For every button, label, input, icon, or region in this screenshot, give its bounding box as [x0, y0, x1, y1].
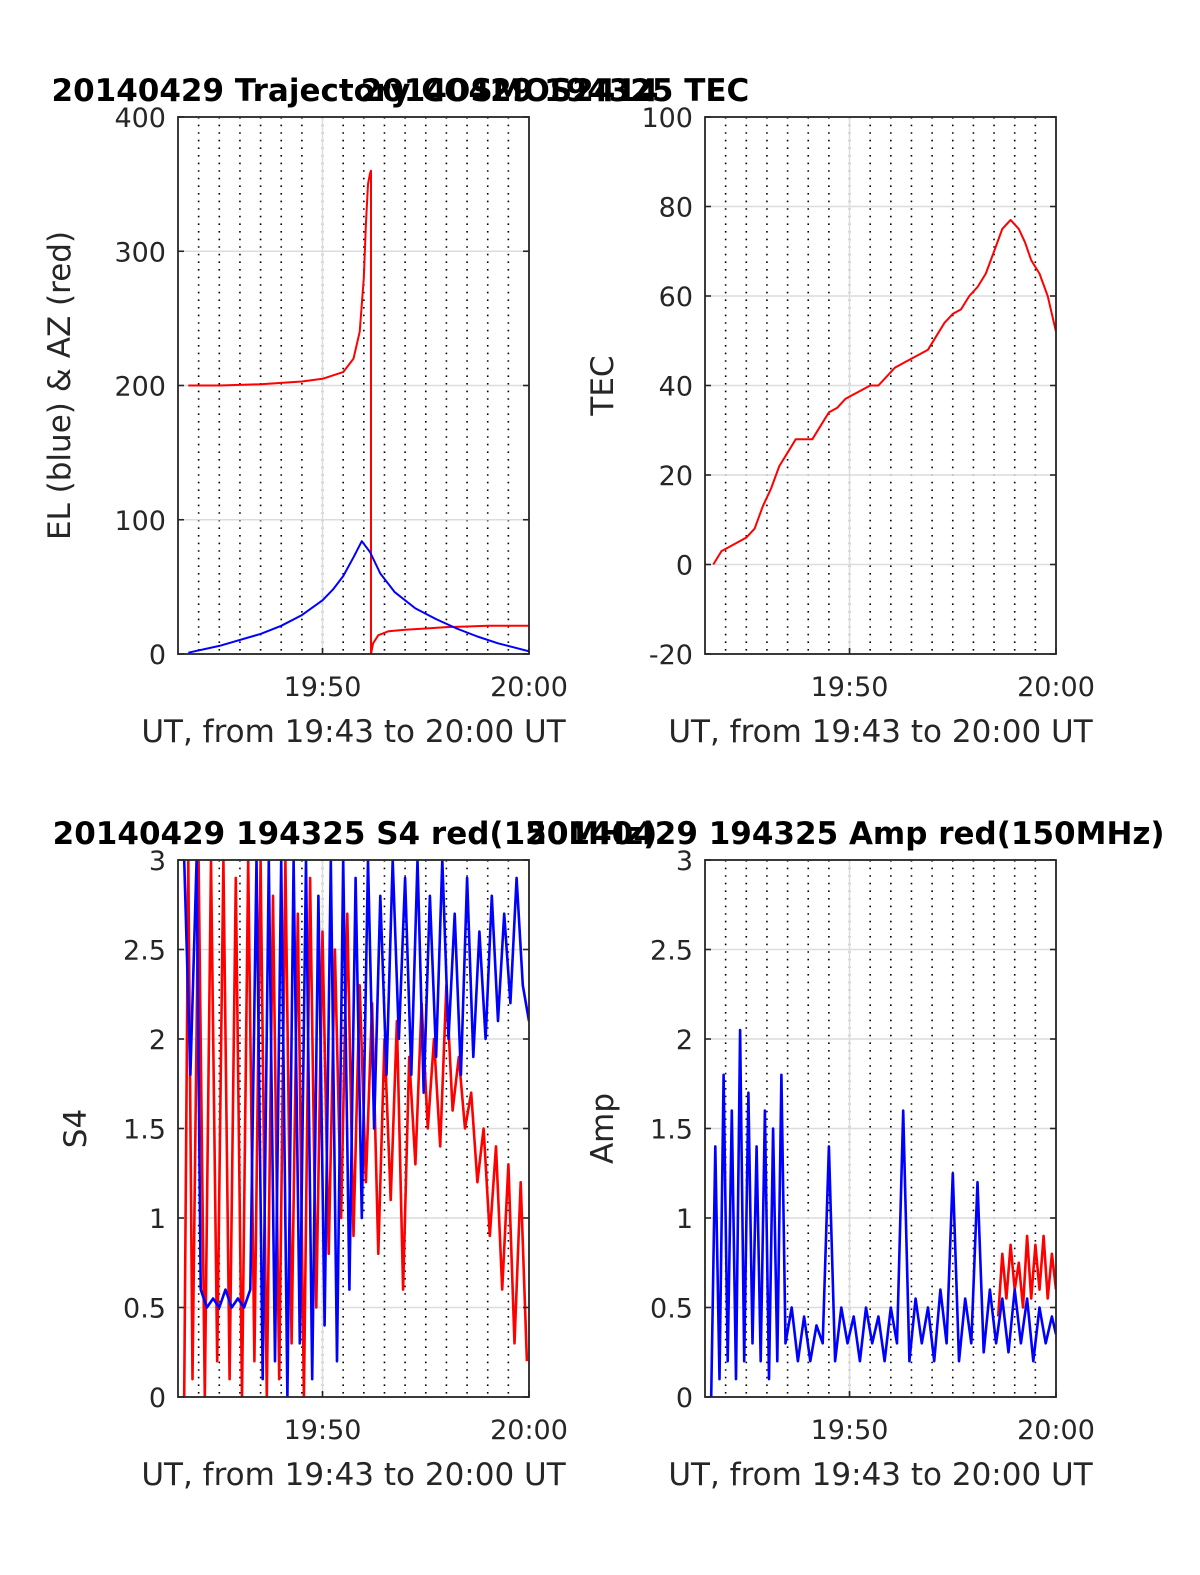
- chart-title: 20140429 194325 TEC: [361, 73, 750, 109]
- y-tick-label: 40: [659, 372, 693, 403]
- panel-s4: 0 0.5 1 1.5 2 2.5 3 19:50 20:00 UT, from 19:43 to…: [53, 816, 658, 1493]
- y-axis-label: TEC: [585, 355, 621, 416]
- x-axis-label: UT, from 19:43 to 20:00 UT: [668, 1457, 1093, 1493]
- series-line: [182, 860, 529, 1397]
- x-tick-label: 19:50: [284, 672, 362, 703]
- y-tick-label: 2: [676, 1025, 693, 1056]
- series-group: [709, 1028, 1056, 1397]
- y-tick-label: 80: [659, 193, 693, 224]
- y-tick-label: 0: [676, 1383, 693, 1414]
- x-tick-label: 20:00: [1017, 672, 1095, 703]
- series-line: [996, 1234, 1056, 1317]
- x-tick-label: 20:00: [490, 1415, 568, 1446]
- y-tick-label: 2: [149, 1025, 166, 1056]
- x-tick-label: 19:50: [811, 672, 889, 703]
- y-axis-label: EL (blue) & AZ (red): [42, 231, 78, 540]
- y-tick-label: 400: [114, 103, 166, 134]
- panel-trajectory: 0 100 200 300 400 19:50 20:00 UT, from 19:43 to…: [42, 73, 658, 750]
- chart-title: 20140429 194325 Amp red(150MHz): [525, 816, 1164, 852]
- x-axis-label: UT, from 19:43 to 20:00 UT: [141, 714, 566, 750]
- panel-amp: 0 0.5 1 1.5 2 2.5 3 19:50 20:00 UT, from 19:43 to…: [525, 816, 1164, 1493]
- y-tick-label: 1: [149, 1204, 166, 1235]
- series-group: [188, 169, 529, 654]
- y-tick-label: 60: [659, 282, 693, 313]
- series-line: [188, 540, 529, 654]
- chart-title: 20140429 Trajectory COSMOS2414: [52, 73, 659, 109]
- series-line: [712, 218, 1056, 566]
- x-tick-label: 19:50: [284, 1415, 362, 1446]
- series-line: [182, 860, 529, 1397]
- series-line: [709, 1028, 1056, 1397]
- y-tick-label: 2.5: [123, 936, 166, 967]
- y-axis-label: Amp: [585, 1093, 621, 1164]
- y-tick-label: 1.5: [123, 1115, 166, 1146]
- x-axis-label: UT, from 19:43 to 20:00 UT: [141, 1457, 566, 1493]
- y-tick-label: 0.5: [650, 1294, 693, 1325]
- series-group: [182, 860, 529, 1397]
- y-tick-label: 0: [676, 551, 693, 582]
- series-line: [188, 169, 529, 654]
- x-tick-label: 20:00: [490, 672, 568, 703]
- y-tick-label: 1.5: [650, 1115, 693, 1146]
- panel-tec: -20 0 20 40 60 80 100 19:50 20:00 UT, from 19:43 …: [361, 73, 1095, 750]
- y-tick-label: 1: [676, 1204, 693, 1235]
- y-tick-label: 3: [149, 846, 166, 877]
- y-tick-label: 0: [149, 640, 166, 671]
- x-tick-label: 20:00: [1017, 1415, 1095, 1446]
- y-tick-label: 0.5: [123, 1294, 166, 1325]
- y-tick-label: 20: [659, 461, 693, 492]
- y-tick-label: 100: [641, 103, 693, 134]
- y-axis-label: S4: [58, 1109, 94, 1148]
- x-axis-label: UT, from 19:43 to 20:00 UT: [668, 714, 1093, 750]
- chart-title: 20140429 194325 S4 red(150MHz): [53, 816, 658, 852]
- x-tick-label: 19:50: [811, 1415, 889, 1446]
- y-tick-label: 100: [114, 506, 166, 537]
- series-group: [712, 218, 1056, 566]
- y-tick-label: 300: [114, 237, 166, 268]
- y-tick-label: 200: [114, 372, 166, 403]
- y-tick-label: 3: [676, 846, 693, 877]
- y-tick-label: -20: [649, 640, 693, 671]
- y-tick-label: 2.5: [650, 936, 693, 967]
- y-tick-label: 0: [149, 1383, 166, 1414]
